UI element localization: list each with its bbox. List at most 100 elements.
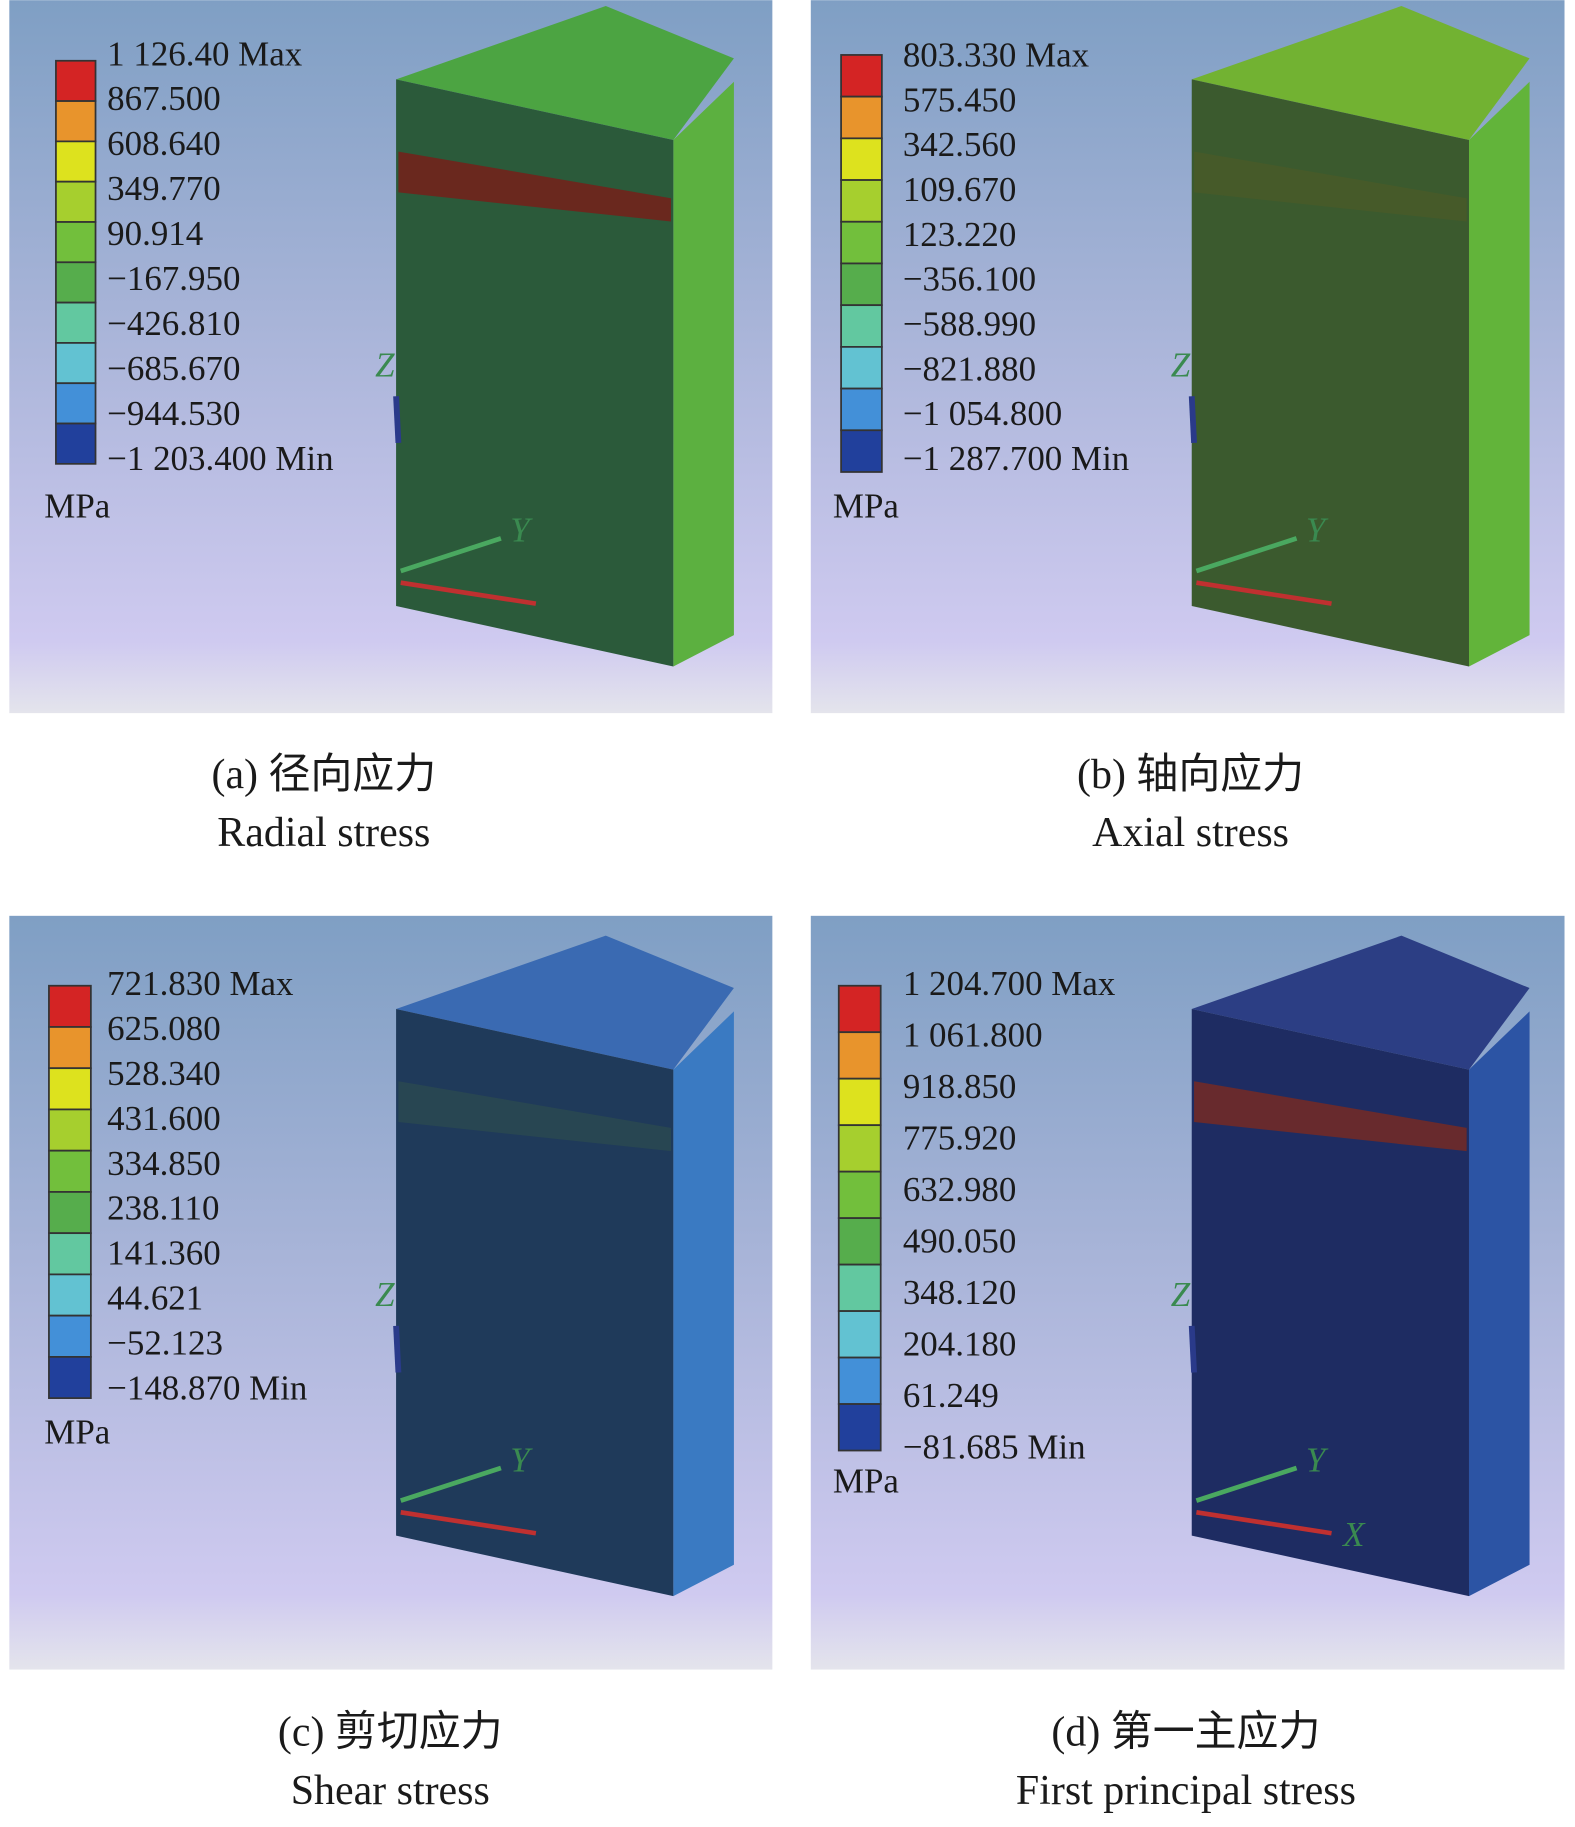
legend-label: 918.850 [903,1067,1017,1106]
legend-label: −821.880 [903,349,1036,388]
axis-y [1195,536,1298,574]
legend-band [840,137,883,181]
legend-label: −167.950 [107,259,240,298]
axis-x [1196,1509,1332,1536]
axis-label: Y [510,511,533,550]
legend-band [48,1026,92,1070]
legend-band [55,261,97,304]
legend-label: 238.110 [107,1189,219,1228]
legend-band [55,422,97,465]
legend-band [837,984,882,1034]
legend-band [48,1273,92,1317]
axis-label: Y [1306,1440,1329,1479]
block-side [673,1011,734,1597]
block-side [1468,81,1530,667]
legend-band [55,59,97,102]
block-top [1191,6,1530,140]
legend-label: −1 287.700 Min [903,439,1129,478]
legend-band [48,1149,92,1193]
legend-band [840,95,883,140]
panel: Z YX 1 204.700 Max 1 061.800 918.850 775.920 6… [810,915,1565,1814]
legend-band [55,382,97,425]
legend-label: −356.100 [903,260,1036,299]
legend-unit: MPa [44,486,110,525]
legend-label: 109.670 [903,170,1017,209]
legend-label: 1 126.40 Max [107,34,303,73]
legend-label: 721.830 Max [107,964,294,1003]
block-side [673,81,734,667]
legend-band [837,1403,882,1452]
legend-label: 61.249 [903,1376,999,1415]
legend-band [837,1124,882,1173]
legend-band [48,1356,92,1399]
legend-band [48,1067,92,1111]
caption-en: Axial stress [1092,810,1289,856]
legend-label: 632.980 [903,1170,1017,1209]
legend-unit: MPa [833,1461,899,1500]
caption-en: First principal stress [1016,1768,1356,1814]
axis-label: Z [1171,1275,1191,1314]
block-top [1191,935,1530,1070]
legend-band [55,100,97,143]
block-front [396,1009,674,1597]
legend-band [840,220,883,265]
legend-label: −588.990 [903,305,1036,344]
caption-cn: (c) 剪切应力 [278,1709,503,1756]
legend-band [48,984,92,1028]
legend-label: −1 054.800 [903,394,1062,433]
legend-label: −148.870 Min [107,1369,307,1408]
axis-label: Y [1306,511,1329,550]
legend-band [840,345,883,390]
block-stress-band [398,1081,672,1152]
axis-z [393,396,402,444]
legend-band [48,1191,92,1235]
legend-band [840,54,883,98]
legend-band [837,1217,882,1266]
legend-band [840,304,883,348]
axis-label: Y [510,1440,533,1479]
legend-band [48,1314,92,1358]
legend-label: −81.685 Min [903,1427,1086,1466]
legend-label: 575.450 [903,80,1017,119]
axis-y [400,1465,502,1503]
block-front [1191,79,1469,667]
legend-band [840,179,883,223]
block-front [396,79,674,667]
panel: Z Y 1 126.40 Max 867.500 608.640 349.770 90.91… [9,0,773,856]
axis-label: Z [375,345,395,384]
legend-label: 775.920 [903,1118,1017,1157]
legend-label: −426.810 [107,304,240,343]
axis-label: X [1341,1515,1366,1554]
axis-x [400,1509,537,1536]
legend-label: 608.640 [107,124,221,163]
legend-unit: MPa [833,486,899,525]
axis-x [400,580,537,606]
legend-label: 625.080 [107,1009,221,1048]
legend-label: 348.120 [903,1273,1017,1312]
axis-z [1188,1325,1197,1373]
axis-x [1196,580,1332,606]
block-top [396,935,734,1070]
legend-band [55,301,97,344]
legend-band [840,262,883,307]
legend-label: 141.360 [107,1234,221,1273]
legend-label: 204.180 [903,1324,1017,1363]
block-top [396,6,734,140]
panel: Z Y 803.330 Max 575.450 342.560 109.670 123.22… [810,0,1565,856]
panel: Z Y 721.830 Max 625.080 528.340 431.600 334.85… [9,915,773,1814]
legend-label: 528.340 [107,1054,221,1093]
axis-y [400,536,502,574]
axis-z [1188,396,1197,444]
legend-band [837,1263,882,1312]
legend-band [48,1232,92,1276]
caption-cn: (a) 径向应力 [212,751,437,798]
legend-label: 803.330 Max [903,35,1090,74]
block-stress-band [1194,151,1467,222]
caption-cn: (b) 轴向应力 [1077,751,1304,798]
legend-band [48,1108,92,1152]
legend-band [837,1356,882,1405]
legend-band [55,180,97,223]
legend-band [55,342,97,385]
